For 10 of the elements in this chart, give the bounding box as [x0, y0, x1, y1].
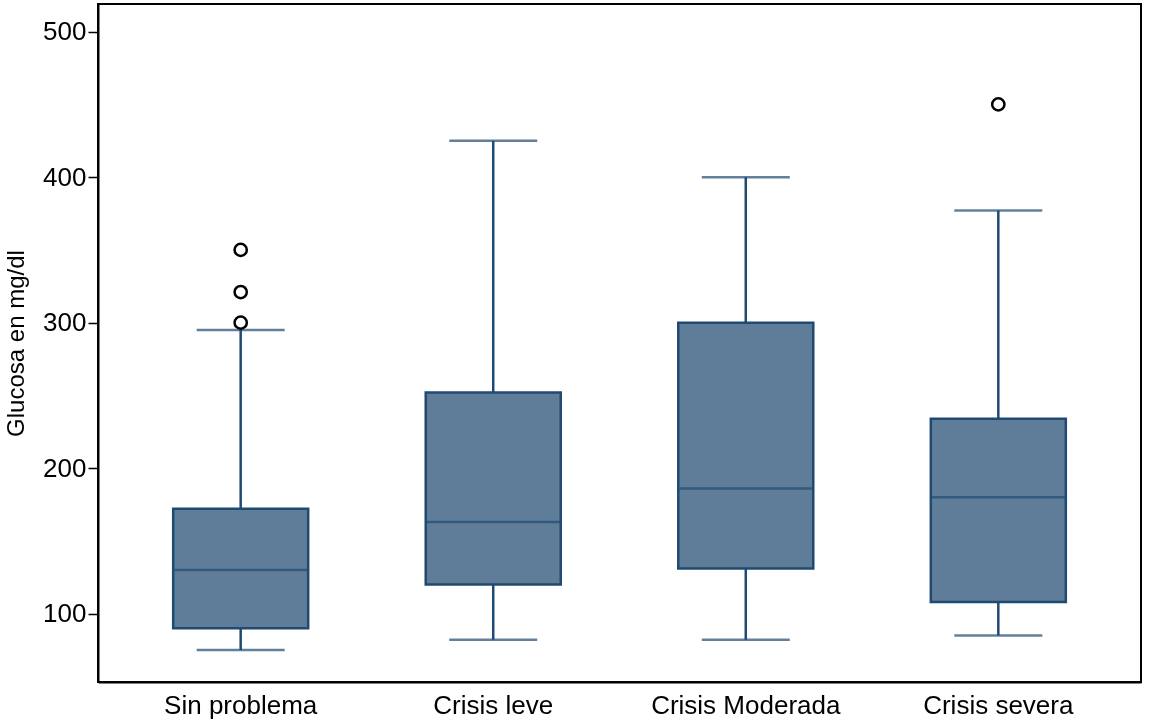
x-tick-label: Crisis Moderada	[651, 689, 841, 720]
x-tick-label: Sin problema	[164, 689, 318, 720]
y-tick-label: 500	[43, 16, 87, 47]
y-tick-label: 100	[43, 598, 87, 629]
y-tick-label: 300	[43, 307, 87, 338]
x-tick-label: Crisis leve	[433, 689, 554, 720]
x-tick-label: Crisis severa	[923, 689, 1074, 720]
y-axis-title: Glucosa en mg/dl	[2, 250, 30, 437]
y-tick-label: 400	[43, 161, 87, 192]
y-tick-label: 200	[43, 452, 87, 483]
